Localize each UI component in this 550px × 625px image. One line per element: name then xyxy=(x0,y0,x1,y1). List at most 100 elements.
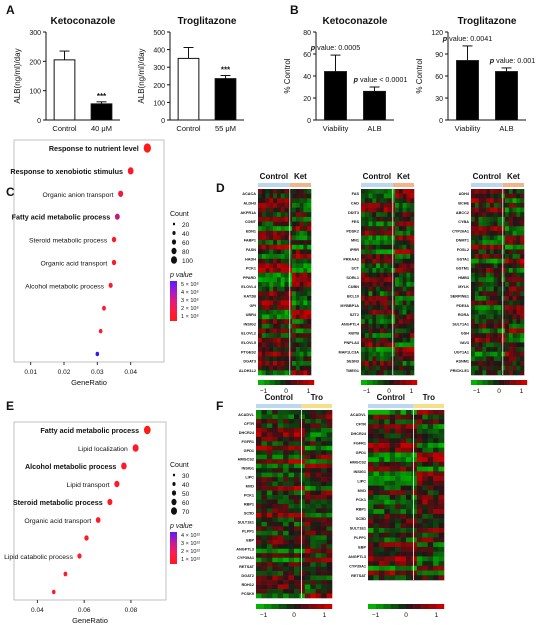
heatmap-cell xyxy=(398,282,403,287)
heatmap-cell xyxy=(383,212,388,218)
heatmap-cell xyxy=(416,410,423,416)
heatmap-cell xyxy=(307,365,312,371)
gene-label: PPARD xyxy=(243,276,256,280)
heatmap-cell xyxy=(258,212,263,218)
heatmap-cell xyxy=(364,300,369,306)
heatmap-cell xyxy=(265,263,270,269)
heatmap-cell xyxy=(361,351,366,357)
heatmap-cell xyxy=(387,268,392,273)
count-legend-label: 80 xyxy=(182,249,190,256)
heatmap-cell xyxy=(372,193,377,199)
heatmap-cell xyxy=(299,309,304,315)
heatmap-cell xyxy=(368,509,374,515)
heatmap-cell xyxy=(493,202,498,208)
heatmap-cell xyxy=(326,548,333,554)
heatmap-cell xyxy=(384,499,391,505)
heatmap-cell xyxy=(372,286,377,292)
heatmap-cell xyxy=(406,410,412,416)
heatmap-cell xyxy=(474,295,479,301)
heatmap-cell xyxy=(520,309,525,315)
heatmap-cell xyxy=(368,414,374,420)
pvalue-legend-title: p value xyxy=(169,272,193,279)
heatmap-cell xyxy=(373,556,380,562)
heatmap-cell xyxy=(288,499,295,505)
heatmap-cell xyxy=(372,333,377,339)
bar xyxy=(53,59,76,121)
heatmap-cell xyxy=(261,189,266,194)
colorbar-segment xyxy=(269,380,275,385)
heatmap-cell xyxy=(501,342,506,348)
heatmap-cell xyxy=(505,198,510,204)
heatmap-cell xyxy=(395,295,400,301)
chart-title: Ketoconazole xyxy=(322,16,387,27)
heatmap-cell xyxy=(288,410,295,415)
heatmap-cell xyxy=(321,423,327,429)
heatmap-cell xyxy=(376,337,381,343)
x-tick-label: ALB xyxy=(499,124,513,133)
heatmap-cell xyxy=(288,202,293,208)
gene-label: INSIG1 xyxy=(354,470,366,474)
heatmap-cell xyxy=(256,553,262,559)
heatmap-cell xyxy=(292,193,297,199)
heatmap-cell xyxy=(299,584,306,590)
heatmap-cell xyxy=(368,513,374,519)
heatmap-cell xyxy=(326,539,333,545)
heatmap-cell xyxy=(497,351,502,357)
heatmap-cell xyxy=(368,314,373,320)
heatmap-cell xyxy=(486,333,491,339)
heatmap-cell xyxy=(497,328,502,334)
heatmap-cell xyxy=(411,542,418,548)
heatmap-cell xyxy=(478,333,483,339)
heatmap-cell xyxy=(294,526,300,532)
heatmap-cell xyxy=(292,286,297,292)
heatmap-cell xyxy=(398,272,403,278)
heatmap-cell xyxy=(266,517,273,523)
heatmap-cell xyxy=(376,286,381,292)
heatmap-cell xyxy=(372,207,377,213)
heatmap-cell xyxy=(372,370,377,376)
heatmap-cell xyxy=(384,471,391,477)
heatmap-cell xyxy=(284,240,289,246)
gene-label: ELOVL2 xyxy=(241,332,256,336)
heatmap-cell xyxy=(361,370,366,376)
heatmap-cell xyxy=(395,495,401,501)
heatmap-cell xyxy=(416,471,423,477)
heatmap-cell xyxy=(277,557,284,563)
heatmap-cell xyxy=(321,571,327,576)
heatmap-cell xyxy=(299,202,304,208)
heatmap-cell xyxy=(284,333,289,339)
heatmap-cell xyxy=(398,286,403,292)
heatmap-cell xyxy=(288,337,293,343)
heatmap-cell xyxy=(378,565,385,571)
gene-label: SESN3 xyxy=(347,360,359,364)
heatmap-cell xyxy=(292,244,297,250)
heatmap-cell xyxy=(410,240,415,246)
heatmap-cell xyxy=(427,447,434,453)
heatmap-cell xyxy=(433,414,439,420)
heatmap-cell xyxy=(368,305,373,311)
heatmap-cell xyxy=(378,537,385,543)
heatmap-cell xyxy=(433,495,439,501)
heatmap-cell xyxy=(276,337,282,343)
heatmap-cell xyxy=(384,565,391,571)
heatmap-cell xyxy=(315,481,322,487)
heatmap-cell xyxy=(294,593,300,599)
heatmap-cell xyxy=(406,198,411,204)
heatmap-cell xyxy=(474,189,479,194)
heatmap-cell xyxy=(292,365,297,371)
heatmap-cell xyxy=(266,504,273,509)
heatmap-cell xyxy=(368,263,373,269)
heatmap-cell xyxy=(364,314,369,320)
heatmap-cell xyxy=(395,212,400,218)
heatmap-cell xyxy=(471,291,476,297)
heatmap-cell xyxy=(411,570,418,576)
heatmap-cell xyxy=(387,202,392,208)
heatmap-cell xyxy=(379,202,385,208)
heatmap-cell xyxy=(410,226,415,232)
heatmap-cell xyxy=(304,472,311,478)
heatmap-cell xyxy=(474,235,479,241)
heatmap-cell xyxy=(427,570,434,576)
heatmap-cell xyxy=(261,235,266,241)
heatmap-cell xyxy=(384,575,391,581)
heatmap-cell xyxy=(269,254,274,260)
